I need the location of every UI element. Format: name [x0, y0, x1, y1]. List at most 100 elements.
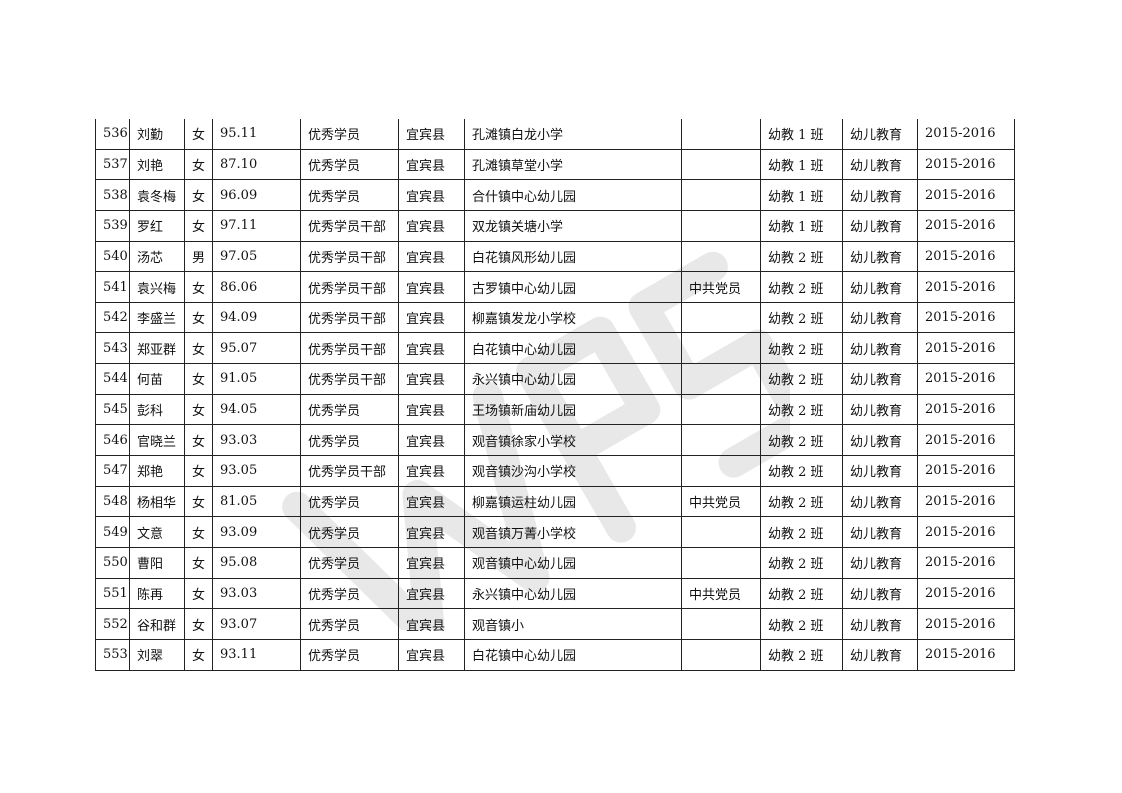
name-cell: 袁兴梅 — [129, 271, 185, 303]
table-row: 549 文意女 93.09 优秀学员 宜宾县 观音镇万菁小学校 幼教 2 班幼儿教育 2015… — [95, 516, 1015, 548]
school-cell: 古罗镇中心幼儿园 — [464, 271, 682, 303]
name-cell: 李盛兰 — [129, 301, 185, 334]
birth-date-cell: 95.07 — [212, 332, 301, 365]
county-cell: 宜宾县 — [398, 516, 465, 548]
county-cell: 宜宾县 — [398, 424, 465, 457]
party-cell: 中共党员 — [681, 577, 761, 610]
gender-cell: 女 — [184, 546, 213, 579]
row-number-cell: 540 — [95, 240, 130, 273]
row-number-cell: 541 — [95, 271, 130, 303]
year-cell: 2015-2016 — [917, 455, 1015, 487]
subject-cell: 幼儿教育 — [842, 209, 918, 242]
row-number-cell: 547 — [95, 455, 130, 487]
county-cell: 宜宾县 — [398, 638, 465, 671]
class-cell: 幼教 2 班 — [760, 301, 843, 334]
table-row: 548 杨相华女 81.05 优秀学员 宜宾县 柳嘉镇运柱幼儿园 中共党员 幼教 2 班幼儿教… — [95, 485, 1015, 518]
school-cell: 白花镇中心幼儿园 — [464, 638, 682, 671]
honor-cell: 优秀学员干部 — [300, 301, 399, 334]
name-cell: 陈再 — [129, 577, 185, 610]
party-cell — [681, 148, 761, 181]
name-cell: 罗红 — [129, 209, 185, 242]
school-cell: 双龙镇关塘小学 — [464, 209, 682, 242]
name-cell: 官晓兰 — [129, 424, 185, 457]
honor-cell: 优秀学员 — [300, 148, 399, 181]
honor-cell: 优秀学员 — [300, 608, 399, 640]
table-row: 536 刘勤女 95.11 优秀学员 宜宾县 孔滩镇白龙小学 幼教 1 班幼儿教育 2015-… — [95, 119, 1015, 150]
awards-table: 536 刘勤女 95.11 优秀学员 宜宾县 孔滩镇白龙小学 幼教 1 班幼儿教育 2015-… — [95, 119, 1015, 671]
year-cell: 2015-2016 — [917, 577, 1015, 610]
party-cell — [681, 240, 761, 273]
name-cell: 袁冬梅 — [129, 179, 185, 211]
gender-cell: 女 — [184, 332, 213, 365]
class-cell: 幼教 2 班 — [760, 332, 843, 365]
honor-cell: 优秀学员 — [300, 516, 399, 548]
class-cell: 幼教 2 班 — [760, 577, 843, 610]
gender-cell: 女 — [184, 301, 213, 334]
gender-cell: 女 — [184, 608, 213, 640]
party-cell — [681, 363, 761, 395]
party-cell — [681, 119, 761, 150]
name-cell: 谷和群 — [129, 608, 185, 640]
class-cell: 幼教 2 班 — [760, 271, 843, 303]
county-cell: 宜宾县 — [398, 271, 465, 303]
class-cell: 幼教 1 班 — [760, 148, 843, 181]
honor-cell: 优秀学员 — [300, 577, 399, 610]
school-cell: 永兴镇中心幼儿园 — [464, 363, 682, 395]
row-number-cell: 539 — [95, 209, 130, 242]
party-cell — [681, 546, 761, 579]
honor-cell: 优秀学员 — [300, 424, 399, 457]
year-cell: 2015-2016 — [917, 271, 1015, 303]
table-row: 541 袁兴梅女 86.06 优秀学员干部 宜宾县 古罗镇中心幼儿园 中共党员 幼教 2 班幼… — [95, 271, 1015, 303]
table-row: 550 曹阳女 95.08 优秀学员 宜宾县 观音镇中心幼儿园 幼教 2 班幼儿教育 2015… — [95, 546, 1015, 579]
party-cell — [681, 301, 761, 334]
table-row: 538 袁冬梅女 96.09 优秀学员 宜宾县 合什镇中心幼儿园 幼教 1 班幼儿教育 201… — [95, 179, 1015, 211]
birth-date-cell: 97.05 — [212, 240, 301, 273]
year-cell: 2015-2016 — [917, 332, 1015, 365]
honor-cell: 优秀学员干部 — [300, 240, 399, 273]
year-cell: 2015-2016 — [917, 179, 1015, 211]
gender-cell: 女 — [184, 271, 213, 303]
birth-date-cell: 94.09 — [212, 301, 301, 334]
row-number-cell: 542 — [95, 301, 130, 334]
birth-date-cell: 96.09 — [212, 179, 301, 211]
row-number-cell: 546 — [95, 424, 130, 457]
row-number-cell: 553 — [95, 638, 130, 671]
row-number-cell: 545 — [95, 393, 130, 426]
county-cell: 宜宾县 — [398, 546, 465, 579]
birth-date-cell: 93.09 — [212, 516, 301, 548]
birth-date-cell: 93.03 — [212, 424, 301, 457]
school-cell: 合什镇中心幼儿园 — [464, 179, 682, 211]
table-row: 544 何苗女 91.05 优秀学员干部 宜宾县 永兴镇中心幼儿园 幼教 2 班幼儿教育 20… — [95, 363, 1015, 395]
table-row: 540 汤芯男 97.05 优秀学员干部 宜宾县 白花镇风形幼儿园 幼教 2 班幼儿教育 20… — [95, 240, 1015, 273]
class-cell: 幼教 2 班 — [760, 240, 843, 273]
subject-cell: 幼儿教育 — [842, 119, 918, 150]
subject-cell: 幼儿教育 — [842, 577, 918, 610]
honor-cell: 优秀学员干部 — [300, 209, 399, 242]
gender-cell: 女 — [184, 638, 213, 671]
class-cell: 幼教 2 班 — [760, 393, 843, 426]
subject-cell: 幼儿教育 — [842, 332, 918, 365]
class-cell: 幼教 1 班 — [760, 209, 843, 242]
subject-cell: 幼儿教育 — [842, 546, 918, 579]
gender-cell: 男 — [184, 240, 213, 273]
row-number-cell: 552 — [95, 608, 130, 640]
honor-cell: 优秀学员 — [300, 179, 399, 211]
subject-cell: 幼儿教育 — [842, 148, 918, 181]
gender-cell: 女 — [184, 363, 213, 395]
school-cell: 柳嘉镇运柱幼儿园 — [464, 485, 682, 518]
honor-cell: 优秀学员 — [300, 638, 399, 671]
year-cell: 2015-2016 — [917, 546, 1015, 579]
county-cell: 宜宾县 — [398, 301, 465, 334]
name-cell: 刘翠 — [129, 638, 185, 671]
county-cell: 宜宾县 — [398, 608, 465, 640]
county-cell: 宜宾县 — [398, 577, 465, 610]
subject-cell: 幼儿教育 — [842, 271, 918, 303]
class-cell: 幼教 1 班 — [760, 179, 843, 211]
county-cell: 宜宾县 — [398, 179, 465, 211]
honor-cell: 优秀学员干部 — [300, 271, 399, 303]
birth-date-cell: 86.06 — [212, 271, 301, 303]
gender-cell: 女 — [184, 516, 213, 548]
row-number-cell: 543 — [95, 332, 130, 365]
row-number-cell: 548 — [95, 485, 130, 518]
party-cell: 中共党员 — [681, 485, 761, 518]
